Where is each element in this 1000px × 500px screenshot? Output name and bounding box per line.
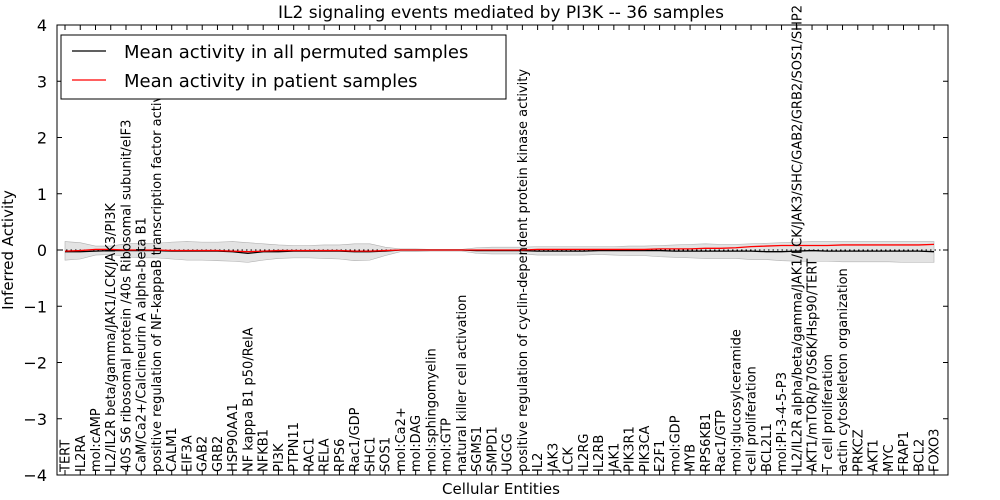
x-category-label: mol:GTP: [440, 418, 455, 472]
x-category-label: PI3K: [272, 443, 287, 472]
x-category-label: SHC1: [363, 437, 378, 472]
x-category-labels: TERT IL2RA mol:cAMP IL2/IL2R beta/gamma/JAK…: [59, 5, 943, 473]
x-category-label: MYB: [684, 444, 699, 472]
x-category-label: Rac1/GDP: [348, 407, 363, 472]
chart-title: IL2 signaling events mediated by PI3K --…: [278, 3, 724, 23]
x-category-label: HSP90AA1: [226, 403, 241, 472]
x-category-label: positive regulation of NF-kappaB transcr…: [150, 78, 165, 472]
x-category-label: NF kappa B1 p50/RelA: [241, 327, 256, 472]
x-category-label: CALM1: [165, 427, 180, 472]
x-category-label: mol:cAMP: [89, 408, 104, 472]
permuted-spread-band: [64, 241, 935, 263]
x-category-label: RELA: [318, 438, 333, 472]
x-category-label: positive regulation of cyclin-dependent …: [516, 69, 531, 472]
x-category-label: TERT: [59, 440, 74, 473]
x-category-label: mol:sphingomyelin: [424, 348, 439, 472]
x-category-label: SGMS1: [470, 426, 485, 472]
x-category-label: mol:GDP: [668, 415, 683, 472]
x-category-label: AKT1/mTOR/p70S6K/Hsp90/TERT: [806, 259, 821, 472]
x-category-label: UGCG: [501, 433, 516, 472]
x-category-label: IL2/IL2R alpha/beta/gamma/JAK1/LCK/JAK3/…: [790, 5, 805, 472]
x-category-label: SMPD1: [485, 426, 500, 472]
x-category-label: RPS6KB1: [699, 413, 714, 472]
x-category-label: EIF3A: [180, 435, 195, 472]
x-category-label: RPS6: [333, 439, 348, 472]
y-tick-label: −1: [23, 297, 47, 316]
y-tick-label: 2: [37, 129, 47, 148]
y-tick-label: −4: [23, 466, 47, 485]
series-line-patient: [64, 243, 935, 253]
x-category-label: AKT1: [867, 439, 882, 472]
x-category-label: Rac1/GTP: [714, 410, 729, 472]
y-tick-label: 1: [37, 185, 47, 204]
x-category-label: mol:DAG: [409, 415, 424, 472]
legend-box: [60, 34, 507, 100]
x-category-label: natural killer cell activation: [455, 295, 470, 472]
y-axis-label: Inferred Activity: [0, 190, 17, 310]
x-category-label: BCL2L1: [760, 423, 775, 472]
permuted-spread-band-layer: [64, 241, 935, 263]
y-ticks-layer: 4 3 2 1 0 −1 −2 −3 −4: [23, 16, 948, 485]
x-category-label: IL2/IL2R beta/gamma/JAK1/LCK/JAK3/PI3K: [104, 203, 119, 472]
legend-label-permuted: Mean activity in all permuted samples: [124, 42, 468, 63]
x-category-label: PTPN11: [287, 422, 302, 472]
legend: Mean activity in all permuted samples Me…: [60, 34, 507, 100]
x-category-label: cell proliferation: [745, 366, 760, 472]
x-category-label: IL2RB: [592, 435, 607, 472]
x-category-label: IL2RG: [577, 434, 592, 472]
x-category-label: FRAP1: [897, 431, 912, 472]
x-category-label: PIK3R1: [623, 426, 638, 472]
x-category-label: SOS1: [379, 437, 394, 472]
x-category-label: CaM/Ca2+/Calcineurin A alpha-beta B1: [135, 217, 150, 472]
x-axis-label: Cellular Entities: [442, 480, 560, 498]
x-ticks-layer: [64, 25, 935, 475]
x-category-label: actin cytoskeleton organization: [836, 268, 851, 472]
y-tick-label: 4: [37, 16, 47, 35]
y-tick-label: 0: [37, 241, 47, 260]
x-category-label: PIK3CA: [638, 425, 653, 472]
x-category-label: 40S S6 ribosomal protein /40s Ribosomal …: [119, 120, 134, 472]
y-tick-label: −3: [23, 410, 47, 429]
x-category-label: FOXO3: [928, 429, 943, 472]
x-category-label: BCL2: [912, 439, 927, 472]
x-category-label: RAC1: [302, 437, 317, 472]
y-tick-label: −2: [23, 354, 47, 373]
x-category-label: IL2RA: [74, 435, 89, 472]
x-category-label: NFKB1: [257, 429, 272, 472]
x-category-label: MYC: [882, 444, 897, 472]
x-category-label: GAB2: [196, 436, 211, 472]
x-category-label: T cell proliferation: [821, 354, 836, 473]
x-category-label: E2F1: [653, 440, 668, 472]
series-lines-layer: [64, 243, 935, 255]
y-tick-label: 3: [37, 72, 47, 91]
x-category-label: LCK: [562, 447, 577, 472]
x-category-label: mol:PI-3-4-5-P3: [775, 372, 790, 472]
legend-label-patient: Mean activity in patient samples: [124, 71, 418, 92]
x-category-label: JAK3: [546, 443, 561, 473]
x-category-label: IL2: [531, 453, 546, 472]
x-category-label: mol:glucosylceramide: [729, 329, 744, 472]
x-category-label: PRKCZ: [851, 429, 866, 472]
x-category-label: mol:Ca2+: [394, 407, 409, 472]
x-category-label: GRB2: [211, 436, 226, 472]
x-category-label: JAK1: [607, 443, 622, 473]
